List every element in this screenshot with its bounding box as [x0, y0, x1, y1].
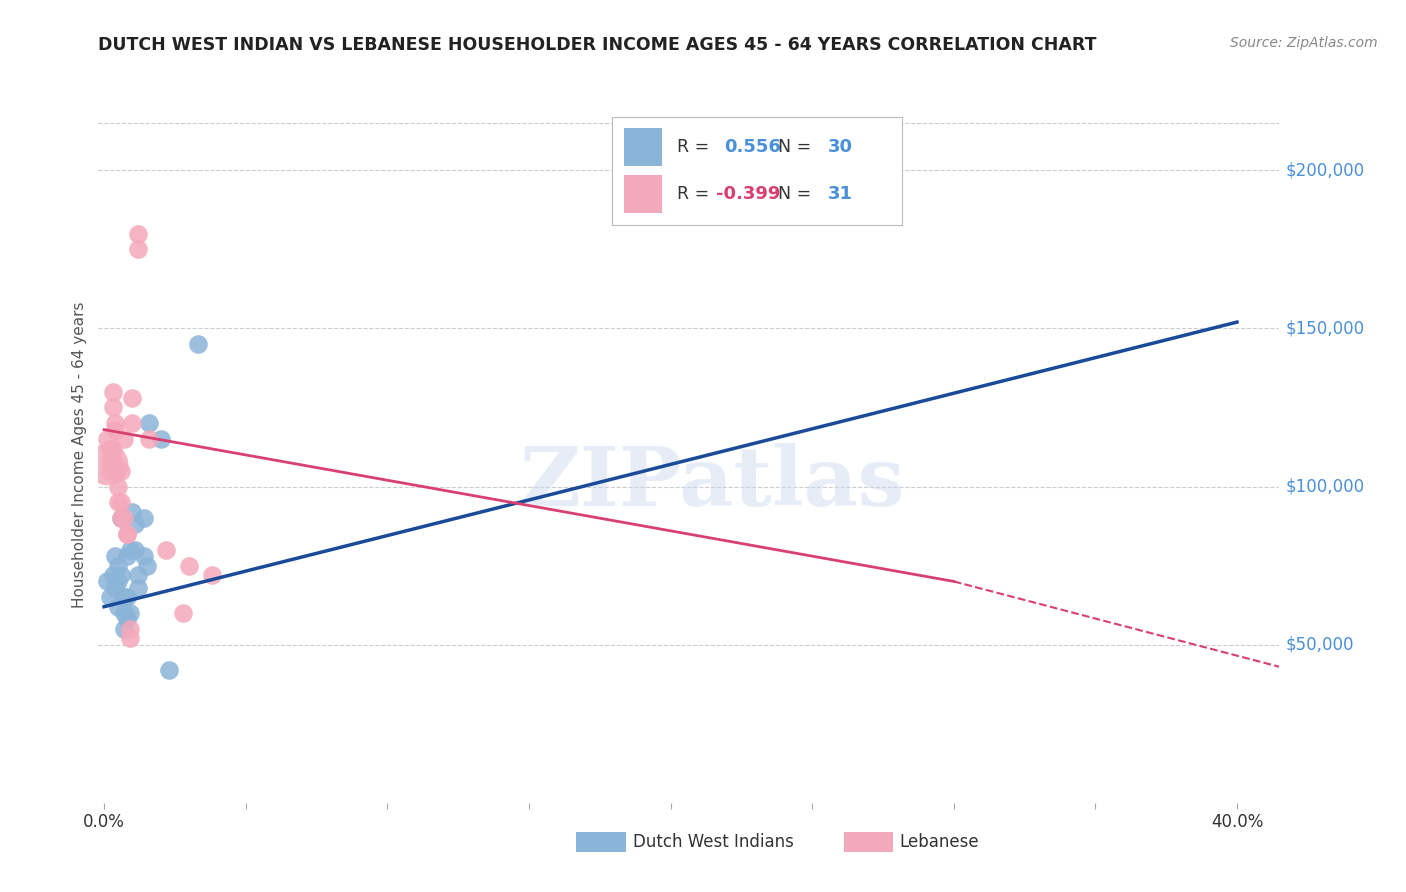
Text: DUTCH WEST INDIAN VS LEBANESE HOUSEHOLDER INCOME AGES 45 - 64 YEARS CORRELATION : DUTCH WEST INDIAN VS LEBANESE HOUSEHOLDE… — [98, 36, 1097, 54]
Bar — [624, 175, 662, 213]
Point — [96, 432, 118, 446]
Text: 0.556: 0.556 — [724, 137, 782, 156]
Text: N =: N = — [778, 137, 817, 156]
Point — [177, 558, 200, 573]
Text: ZIPatlas: ZIPatlas — [520, 442, 905, 523]
Text: $50,000: $50,000 — [1285, 636, 1354, 654]
Point — [135, 558, 157, 573]
Point — [107, 479, 129, 493]
Text: N =: N = — [778, 185, 817, 203]
Point — [127, 581, 149, 595]
Point — [107, 495, 129, 509]
Point — [115, 527, 138, 541]
Point — [107, 599, 129, 614]
Point — [112, 591, 135, 605]
Point — [118, 632, 141, 646]
Point — [132, 549, 155, 563]
Text: Lebanese: Lebanese — [900, 833, 980, 851]
Text: $200,000: $200,000 — [1285, 161, 1364, 179]
Point — [98, 464, 121, 478]
Point — [157, 663, 180, 677]
Point — [101, 442, 124, 456]
Bar — [624, 128, 662, 166]
Point — [101, 401, 124, 415]
Text: $150,000: $150,000 — [1285, 319, 1364, 337]
Point — [110, 511, 132, 525]
Point — [118, 606, 141, 620]
Point — [112, 432, 135, 446]
Point — [112, 511, 135, 525]
Point — [124, 517, 146, 532]
Point — [104, 464, 127, 478]
Point — [104, 581, 127, 595]
Point — [107, 574, 129, 589]
Text: 31: 31 — [828, 185, 853, 203]
Text: -0.399: -0.399 — [716, 185, 780, 203]
Point — [110, 464, 132, 478]
Text: $100,000: $100,000 — [1285, 477, 1364, 496]
Point — [149, 432, 172, 446]
Point — [187, 337, 209, 351]
Text: Dutch West Indians: Dutch West Indians — [633, 833, 793, 851]
Point — [155, 542, 177, 557]
Point — [172, 606, 194, 620]
Point — [118, 622, 141, 636]
Point — [101, 454, 124, 468]
Point — [124, 542, 146, 557]
Point — [127, 243, 149, 257]
FancyBboxPatch shape — [612, 118, 901, 226]
Point — [118, 542, 141, 557]
Point — [104, 549, 127, 563]
Text: R =: R = — [678, 185, 714, 203]
Point — [121, 391, 143, 405]
Point — [104, 417, 127, 431]
Point — [98, 442, 121, 456]
Point — [121, 417, 143, 431]
Point — [110, 511, 132, 525]
Point — [110, 568, 132, 582]
Text: R =: R = — [678, 137, 714, 156]
Text: Source: ZipAtlas.com: Source: ZipAtlas.com — [1230, 36, 1378, 50]
Point — [201, 568, 224, 582]
Point — [138, 432, 160, 446]
Point — [98, 454, 121, 468]
Point — [132, 511, 155, 525]
Point — [115, 612, 138, 626]
Point — [107, 558, 129, 573]
Y-axis label: Householder Income Ages 45 - 64 years: Householder Income Ages 45 - 64 years — [72, 301, 87, 608]
Point — [112, 606, 135, 620]
Point — [115, 591, 138, 605]
Point — [98, 591, 121, 605]
Text: 30: 30 — [828, 137, 853, 156]
Point — [127, 568, 149, 582]
Point — [138, 417, 160, 431]
Point — [110, 495, 132, 509]
Point — [101, 384, 124, 399]
Point — [96, 458, 118, 472]
Point — [101, 568, 124, 582]
Point — [115, 527, 138, 541]
Point — [121, 505, 143, 519]
Point — [115, 549, 138, 563]
Point — [127, 227, 149, 241]
Point — [104, 423, 127, 437]
Point — [96, 574, 118, 589]
Point — [112, 622, 135, 636]
